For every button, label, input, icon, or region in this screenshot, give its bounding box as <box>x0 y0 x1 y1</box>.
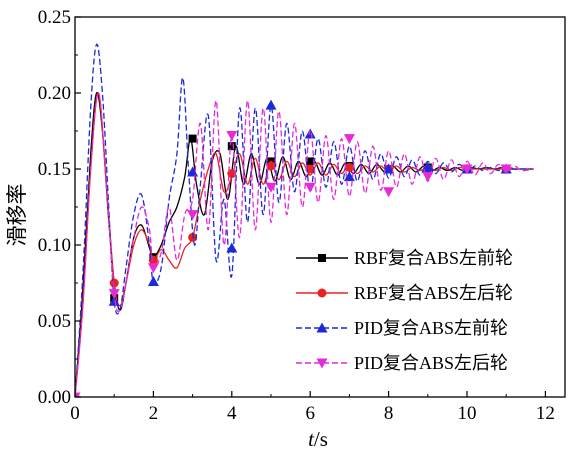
data-point <box>343 134 355 145</box>
series-4 <box>75 92 534 397</box>
data-point <box>266 161 276 171</box>
legend-entry-4: PID复合ABS左后轮 <box>296 353 508 373</box>
data-point <box>265 182 277 193</box>
legend: RBF复合ABS左前轮 RBF复合ABS左后轮 PID复合ABS左前轮 PID复合AB… <box>296 248 513 373</box>
axes <box>74 16 566 398</box>
y-tick-label: 0.05 <box>38 311 71 332</box>
data-point <box>305 164 315 174</box>
data-point <box>422 172 434 183</box>
data-point <box>383 163 395 174</box>
series-line-4 <box>75 92 534 397</box>
data-point <box>75 392 81 397</box>
data-point <box>109 278 119 288</box>
x-tick-label: 12 <box>536 403 555 424</box>
data-point <box>187 210 199 221</box>
data-point <box>227 142 236 151</box>
legend-entry-3: PID复合ABS左前轮 <box>296 318 508 338</box>
data-point <box>226 242 238 253</box>
data-point <box>304 128 316 139</box>
y-tick-label: 0.15 <box>38 159 71 180</box>
series-line-2 <box>75 92 534 397</box>
y-axis-title: 滑移率 <box>5 184 29 247</box>
data-point <box>304 182 316 193</box>
data-point <box>108 295 120 306</box>
legend-marker <box>316 358 328 369</box>
data-point <box>265 99 277 110</box>
y-tick-label: 0.25 <box>38 7 71 28</box>
legend-label: RBF复合ABS左后轮 <box>354 283 513 303</box>
x-axis-title-var: t <box>308 427 315 450</box>
x-axis-title-unit: /s <box>314 427 328 450</box>
legend-label: RBF复合ABS左前轮 <box>354 248 513 268</box>
data-point <box>147 275 159 286</box>
data-point <box>383 187 395 198</box>
x-tick-label: 4 <box>227 403 237 424</box>
legend-marker <box>318 254 326 262</box>
plot-area <box>75 43 534 397</box>
x-tick-label: 0 <box>70 403 80 424</box>
legend-label: PID复合ABS左前轮 <box>354 318 508 338</box>
x-tick-label: 6 <box>305 403 315 424</box>
data-point <box>306 157 315 166</box>
data-point <box>500 164 512 175</box>
ticks: 0 2 4 6 8 10 12 0.00 0.05 0.10 0.15 0.20 0.25 <box>38 7 555 424</box>
legend-marker <box>316 322 328 333</box>
y-tick-label: 0.20 <box>38 83 71 104</box>
data-point <box>344 162 354 172</box>
data-point <box>188 134 197 143</box>
data-point <box>187 166 199 177</box>
series-3 <box>75 43 534 397</box>
series-line-3 <box>75 43 534 397</box>
data-point <box>226 131 238 142</box>
data-point <box>108 289 120 300</box>
x-tick-label: 8 <box>384 403 394 424</box>
legend-marker <box>317 288 327 298</box>
data-point <box>422 161 434 172</box>
y-tick-label: 0.10 <box>38 235 71 256</box>
data-point <box>461 164 473 175</box>
legend-entry-1: RBF复合ABS左前轮 <box>296 248 513 268</box>
y-tick-label: 0.00 <box>38 387 71 408</box>
legend-entry-2: RBF复合ABS左后轮 <box>296 283 513 303</box>
legend-label: PID复合ABS左后轮 <box>354 353 508 373</box>
plot-frame <box>74 16 566 398</box>
x-tick-label: 2 <box>149 403 159 424</box>
x-tick-label: 10 <box>458 403 477 424</box>
x-axis-title: t/s <box>308 427 328 450</box>
series-line-1 <box>75 92 534 397</box>
data-point <box>147 263 159 274</box>
